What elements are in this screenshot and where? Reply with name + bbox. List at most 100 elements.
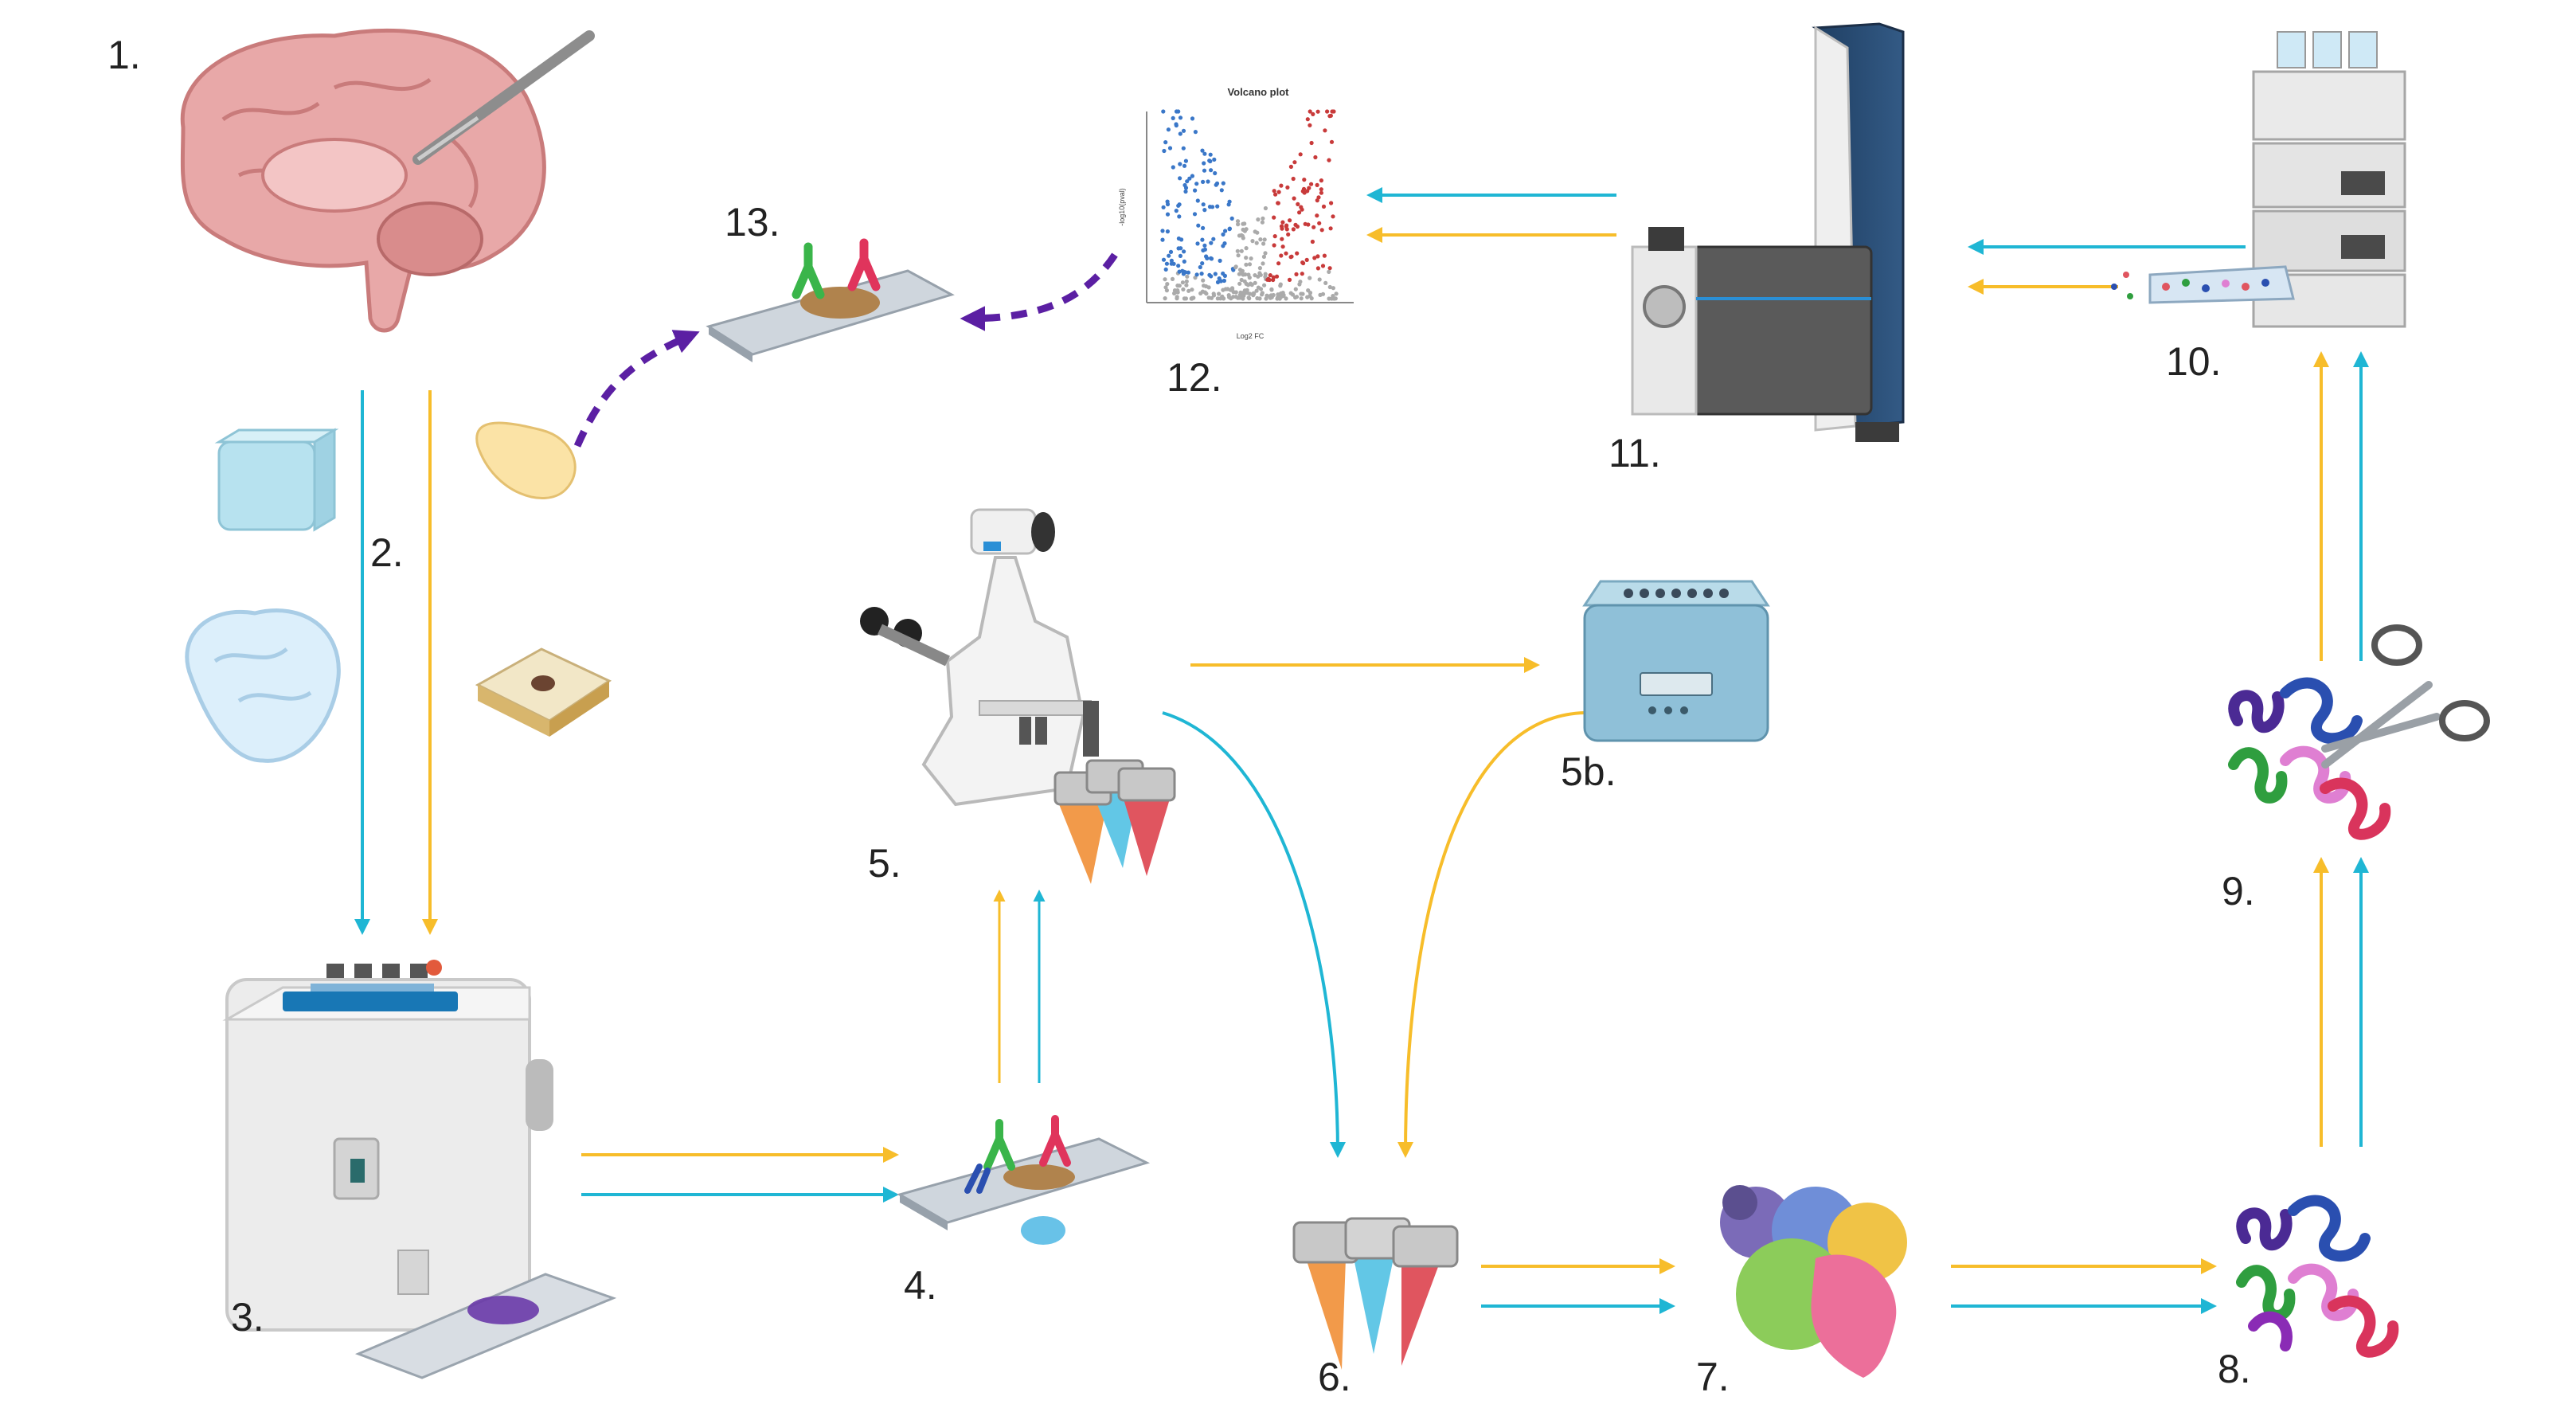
volcano-point — [1172, 291, 1177, 295]
denatured-protein-icon — [2236, 1195, 2399, 1358]
liquid-chromatography-icon — [2111, 31, 2406, 328]
volcano-point — [1165, 282, 1170, 287]
step-label-11: 11. — [1609, 431, 1661, 475]
volcano-point — [1176, 109, 1181, 114]
volcano-point — [1308, 276, 1312, 280]
volcano-point — [1201, 202, 1206, 207]
volcano-point — [1315, 254, 1320, 259]
volcano-point — [1258, 237, 1263, 242]
volcano-point — [1177, 269, 1182, 274]
volcano-point — [1249, 283, 1254, 287]
volcano-point — [1190, 287, 1194, 292]
volcano-point — [1241, 236, 1245, 241]
volcano-point — [1268, 293, 1273, 298]
volcano-plot-icon: Volcano plot Log2 FC -log10(pval) — [1118, 86, 1354, 340]
volcano-point — [1293, 287, 1298, 291]
volcano-plot-ylabel: -log10(pval) — [1118, 188, 1126, 226]
volcano-point — [1333, 296, 1338, 301]
volcano-point — [1183, 189, 1188, 194]
volcano-point — [1162, 148, 1167, 154]
volcano-point — [1279, 224, 1284, 229]
heat-block-icon — [1582, 580, 1770, 742]
volcano-point — [1169, 258, 1174, 263]
volcano-point — [1200, 261, 1205, 266]
volcano-point — [1201, 225, 1206, 230]
step-label-12: 12. — [1167, 355, 1222, 400]
volcano-point — [1300, 260, 1305, 265]
volcano-point — [1247, 262, 1253, 267]
volcano-point — [1190, 296, 1194, 301]
volcano-point — [1163, 267, 1168, 272]
volcano-point — [1161, 205, 1166, 209]
volcano-point — [1204, 291, 1209, 296]
volcano-point — [1280, 244, 1285, 249]
volcano-point — [1171, 115, 1175, 120]
volcano-point — [1213, 272, 1218, 276]
volcano-point — [1163, 277, 1167, 282]
volcano-point — [1331, 109, 1336, 114]
volcano-point — [1302, 178, 1307, 182]
volcano-point — [1208, 152, 1213, 157]
volcano-point — [1280, 220, 1285, 225]
volcano-point — [1291, 227, 1296, 232]
volcano-point — [1171, 165, 1175, 170]
volcano-point — [1305, 117, 1310, 122]
volcano-point — [1226, 202, 1231, 207]
volcano-point — [1202, 161, 1206, 166]
volcano-point — [1237, 272, 1241, 276]
volcano-point — [1300, 207, 1304, 212]
immunostained-slide-icon — [897, 1115, 1151, 1245]
tryptic-digestion-icon — [2228, 624, 2490, 840]
volcano-point — [1287, 277, 1292, 282]
volcano-point — [1317, 277, 1322, 282]
volcano-point — [1313, 154, 1318, 160]
volcano-point — [1284, 296, 1288, 301]
volcano-point — [1261, 216, 1265, 221]
volcano-point — [1305, 295, 1310, 299]
volcano-point — [1328, 226, 1333, 231]
volcano-point — [1278, 282, 1283, 287]
fixative-drop-icon — [475, 421, 577, 499]
volcano-point — [1254, 241, 1259, 245]
volcano-point — [1176, 203, 1181, 208]
volcano-point — [1165, 199, 1170, 204]
volcano-point — [1226, 293, 1231, 298]
volcano-point — [1211, 237, 1216, 241]
volcano-point — [1272, 243, 1276, 248]
volcano-point — [1177, 214, 1182, 219]
volcano-point — [1329, 296, 1334, 301]
volcano-point — [1243, 272, 1248, 277]
volcano-point — [1169, 261, 1174, 266]
volcano-point — [1276, 295, 1280, 300]
step-label-4: 4. — [904, 1263, 937, 1308]
volcano-point — [1166, 127, 1171, 132]
volcano-point — [1304, 257, 1309, 262]
volcano-point — [1257, 271, 1262, 276]
volcano-point — [1325, 109, 1330, 114]
volcano-point — [1298, 280, 1303, 284]
cryostat-icon — [222, 960, 617, 1379]
volcano-point — [1315, 109, 1320, 114]
volcano-point — [1190, 116, 1195, 121]
volcano-point — [1193, 130, 1198, 135]
volcano-point — [1247, 276, 1252, 280]
volcano-point — [1289, 254, 1294, 259]
arrow-cyan-5-6 — [1162, 711, 1346, 1158]
volcano-point — [1241, 296, 1245, 301]
volcano-point — [1182, 259, 1186, 264]
volcano-point — [1183, 158, 1188, 163]
volcano-point — [1331, 286, 1335, 291]
volcano-point — [1319, 187, 1323, 192]
volcano-point — [1261, 254, 1266, 259]
volcano-point — [1193, 188, 1198, 193]
volcano-point — [1209, 241, 1214, 245]
volcano-point — [1256, 274, 1261, 279]
volcano-point — [1185, 179, 1190, 184]
volcano-point — [1214, 181, 1220, 186]
volcano-point — [1320, 291, 1326, 296]
volcano-point — [1334, 291, 1339, 296]
volcano-point — [1174, 122, 1179, 127]
volcano-point — [1269, 287, 1274, 291]
volcano-point — [1195, 198, 1200, 203]
volcano-point — [1295, 224, 1300, 229]
